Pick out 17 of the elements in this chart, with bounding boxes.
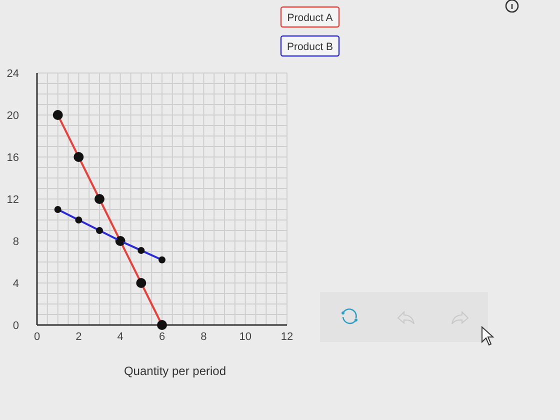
x-tick-label: 4 <box>117 331 124 343</box>
x-tick-label: 10 <box>239 331 252 343</box>
text: Product A <box>287 12 333 24</box>
x-tick-label: 12 <box>280 331 294 343</box>
y-tick-label: 12 <box>6 194 19 206</box>
x-tick-label: 0 <box>34 331 40 343</box>
x-tick-label: 6 <box>158 331 166 343</box>
y-tick-label: 24 <box>6 68 19 80</box>
text: Product B <box>286 41 334 53</box>
y-tick-label: 8 <box>12 236 19 248</box>
y-tick-label: 16 <box>6 152 19 164</box>
x-tick-label: 8 <box>200 331 207 343</box>
x-tick-label: 2 <box>76 331 82 343</box>
y-tick-label: 4 <box>12 278 19 290</box>
y-tick-label: 0 <box>12 320 19 332</box>
x-axis-title: Quantity per period <box>124 364 226 378</box>
y-tick-label: 20 <box>6 110 19 122</box>
